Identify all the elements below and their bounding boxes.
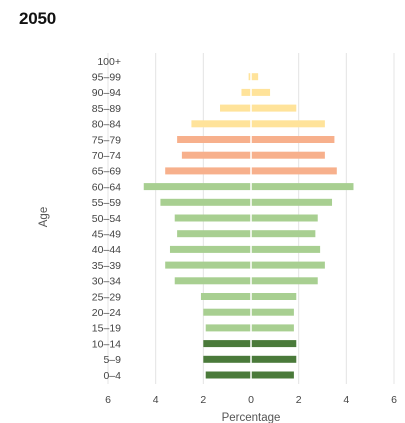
bar-left-9 <box>160 198 251 206</box>
y-tick-label: 0–4 <box>103 370 121 382</box>
bar-left-5 <box>177 136 251 143</box>
bar-right-14 <box>251 277 318 285</box>
x-tick-label: 6 <box>105 394 111 406</box>
bar-left-3 <box>220 104 251 112</box>
bar-right-18 <box>251 340 297 348</box>
bar-left-10 <box>174 214 251 222</box>
bar-left-18 <box>203 340 251 348</box>
bar-right-3 <box>251 104 297 112</box>
x-tick-label: 4 <box>153 394 159 406</box>
bar-right-15 <box>251 293 297 300</box>
bar-right-16 <box>251 308 294 316</box>
x-tick-label: 2 <box>296 394 302 406</box>
y-tick-label: 50–54 <box>92 213 121 225</box>
x-tick-label: 2 <box>200 394 206 406</box>
chart-title: 2050 <box>19 9 57 28</box>
bar-right-10 <box>251 214 318 222</box>
y-axis-label: Age <box>38 207 50 227</box>
bar-left-2 <box>241 88 251 96</box>
bar-right-12 <box>251 245 321 253</box>
bar-right-8 <box>251 183 354 191</box>
y-tick-label: 100+ <box>97 56 121 68</box>
y-tick-label: 20–24 <box>92 307 121 319</box>
y-tick-label: 80–84 <box>92 119 121 131</box>
bar-left-1 <box>248 73 251 81</box>
bar-right-11 <box>251 230 316 238</box>
bar-left-20 <box>205 371 251 379</box>
bar-right-7 <box>251 167 337 175</box>
bar-left-19 <box>203 355 251 363</box>
y-tick-label: 85–89 <box>92 103 121 115</box>
y-tick-label: 35–39 <box>92 260 121 272</box>
y-tick-label: 90–94 <box>92 87 121 99</box>
bar-right-6 <box>251 151 325 159</box>
bar-right-17 <box>251 324 294 332</box>
y-tick-label: 55–59 <box>92 197 121 209</box>
y-tick-labels: 100+ 95–99 90–94 85–89 80–84 75–79 70–74 65–69 6… <box>92 56 121 382</box>
bar-right-4 <box>251 120 325 128</box>
bar-right-13 <box>251 261 325 269</box>
x-tick-label: 6 <box>391 394 397 406</box>
bar-left-7 <box>165 167 251 175</box>
bar-left-15 <box>200 293 251 300</box>
x-tick-label: 4 <box>343 394 349 406</box>
y-tick-label: 15–19 <box>92 323 121 335</box>
y-tick-label: 45–49 <box>92 229 121 241</box>
bar-right-19 <box>251 355 297 363</box>
y-tick-label: 75–79 <box>92 134 121 146</box>
y-tick-label: 70–74 <box>92 150 121 162</box>
bar-left-13 <box>165 261 251 269</box>
y-tick-label: 60–64 <box>92 181 121 193</box>
bar-right-5 <box>251 136 335 143</box>
x-axis-label: Percentage <box>222 412 281 423</box>
y-tick-label: 25–29 <box>92 291 121 303</box>
bar-left-12 <box>169 245 251 253</box>
bar-right-20 <box>251 371 294 379</box>
bar-left-16 <box>203 308 251 316</box>
y-tick-label: 5–9 <box>103 354 121 366</box>
bars <box>143 73 354 379</box>
x-tick-label: 0 <box>248 394 254 406</box>
y-tick-label: 40–44 <box>92 244 121 256</box>
bar-left-4 <box>191 120 251 128</box>
bar-right-2 <box>251 88 271 96</box>
y-tick-label: 95–99 <box>92 72 121 84</box>
bar-left-14 <box>174 277 251 285</box>
bar-right-9 <box>251 198 333 206</box>
y-tick-label: 65–69 <box>92 166 121 178</box>
bar-right-1 <box>251 73 259 81</box>
y-tick-label: 30–34 <box>92 276 121 288</box>
bar-left-6 <box>181 151 251 159</box>
bar-left-11 <box>177 230 251 238</box>
x-tick-labels: 6 4 2 0 2 4 6 <box>105 394 397 406</box>
y-tick-label: 10–14 <box>92 338 121 350</box>
bar-left-8 <box>143 183 251 191</box>
bar-left-17 <box>205 324 251 332</box>
